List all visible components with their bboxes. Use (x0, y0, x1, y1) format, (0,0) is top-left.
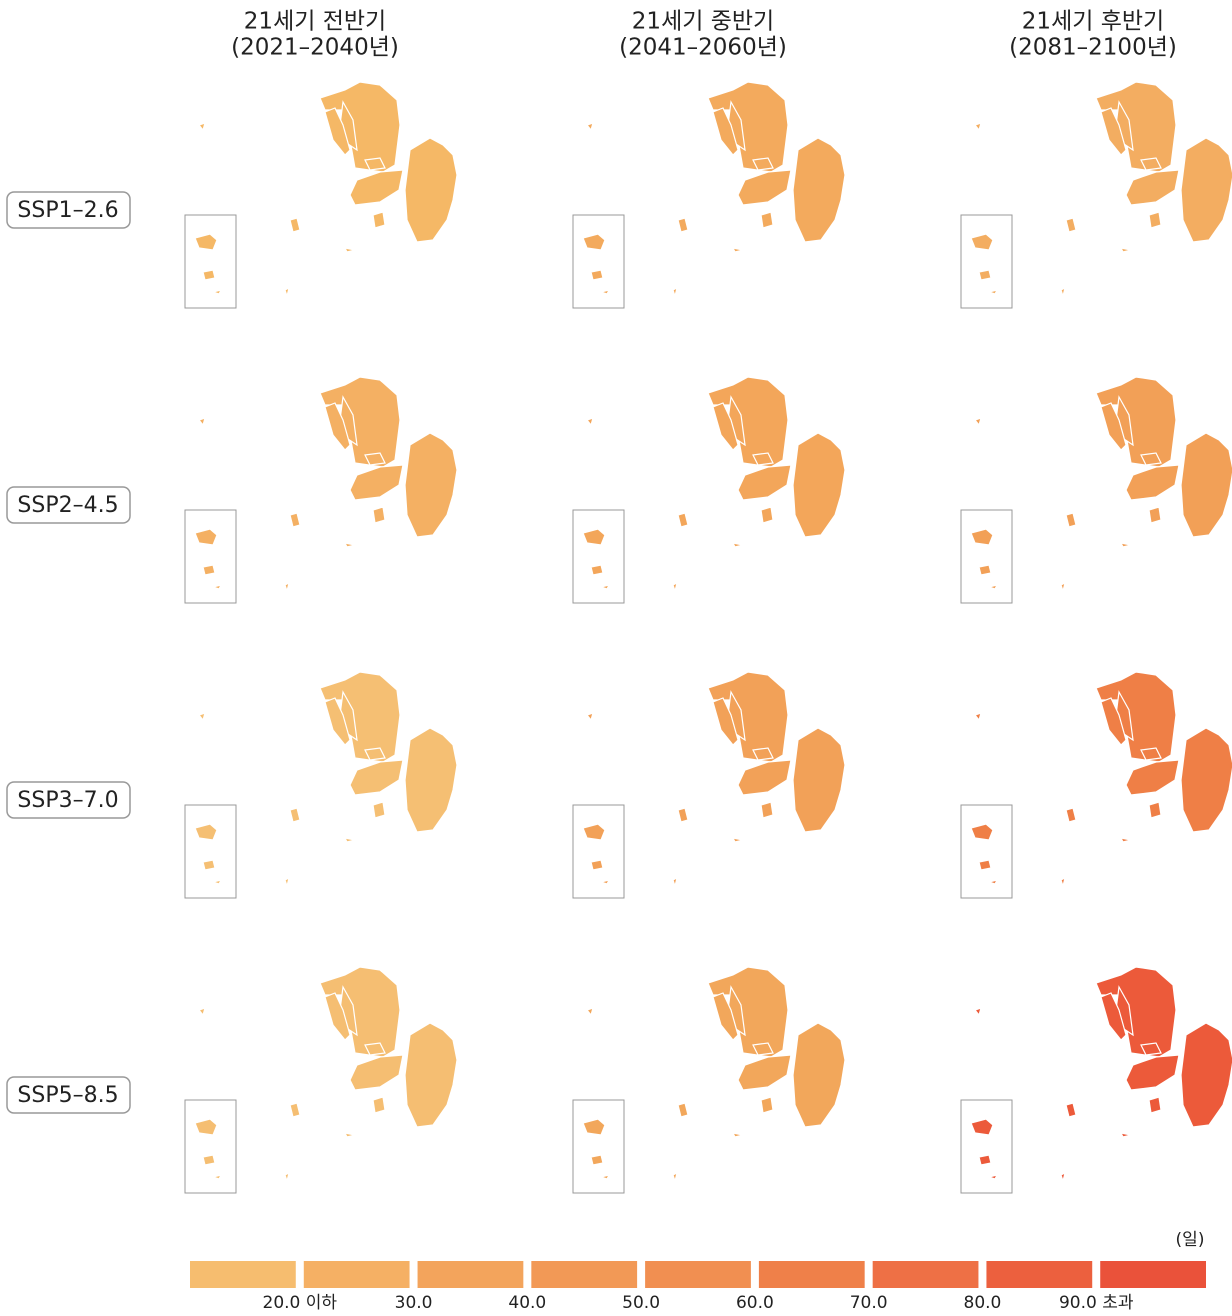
inset-box (960, 1099, 1013, 1194)
inset-box (184, 214, 237, 309)
inset-box (960, 804, 1013, 899)
map (970, 81, 1232, 297)
column-header: (2081–2100년) (1009, 35, 1177, 61)
legend-label: 60.0 (736, 1293, 774, 1313)
row-label: SSP5–8.5 (17, 1083, 118, 1108)
row-label: SSP2–4.5 (17, 493, 118, 518)
column-header: 21세기 후반기 (1022, 9, 1164, 35)
map-panel (184, 966, 458, 1194)
column-header: (2021–2040년) (231, 35, 399, 61)
map-panel (960, 966, 1232, 1194)
column-header: 21세기 전반기 (244, 9, 386, 35)
row-label-box (6, 486, 131, 524)
legend-swatch (303, 1261, 410, 1288)
map (970, 376, 1232, 592)
map-panel (960, 376, 1232, 604)
inset-box (960, 509, 1013, 604)
row-label-box (6, 1076, 131, 1114)
column-header: (2041–2060년) (619, 35, 787, 61)
legend-label: 20.0 이하 (263, 1293, 338, 1313)
legend-label: 40.0 (508, 1293, 546, 1313)
legend-swatch (1100, 1261, 1206, 1288)
legend-label: 90.0 초과 (1059, 1293, 1134, 1313)
legend-swatch (417, 1261, 524, 1288)
row-label: SSP1–2.6 (17, 198, 118, 223)
map (582, 966, 846, 1182)
map-panel (960, 671, 1232, 899)
inset-box (960, 214, 1013, 309)
row-label: SSP3–7.0 (17, 788, 118, 813)
map (194, 376, 458, 592)
row-label-box (6, 781, 131, 819)
legend-label: 70.0 (850, 1293, 888, 1313)
map-panel (184, 376, 458, 604)
map (194, 671, 458, 887)
map (582, 376, 846, 592)
map-panel (184, 81, 458, 309)
inset-box (572, 509, 625, 604)
map (970, 966, 1232, 1182)
map-panel (572, 81, 846, 309)
legend-unit: (일) (1176, 1230, 1205, 1250)
inset-box (184, 1099, 237, 1194)
legend-label: 80.0 (964, 1293, 1002, 1313)
inset-box (184, 509, 237, 604)
legend-swatch (190, 1261, 296, 1288)
legend-swatch (758, 1261, 865, 1288)
legend-label: 50.0 (622, 1293, 660, 1313)
inset-box (572, 804, 625, 899)
map (970, 671, 1232, 887)
row-label-box (6, 191, 131, 229)
map (194, 966, 458, 1182)
map-panel (572, 376, 846, 604)
legend-label: 30.0 (395, 1293, 433, 1313)
inset-box (572, 1099, 625, 1194)
legend-swatch (531, 1261, 638, 1288)
legend-swatch (986, 1261, 1093, 1288)
map-panel (572, 966, 846, 1194)
map-panel (572, 671, 846, 899)
inset-box (572, 214, 625, 309)
legend-swatch (645, 1261, 751, 1288)
map (582, 81, 846, 297)
inset-box (184, 804, 237, 899)
map (582, 671, 846, 887)
map-panel (184, 671, 458, 899)
column-header: 21세기 중반기 (632, 9, 774, 35)
map (194, 81, 458, 297)
legend-swatch (872, 1261, 979, 1288)
map-panel (960, 81, 1232, 309)
